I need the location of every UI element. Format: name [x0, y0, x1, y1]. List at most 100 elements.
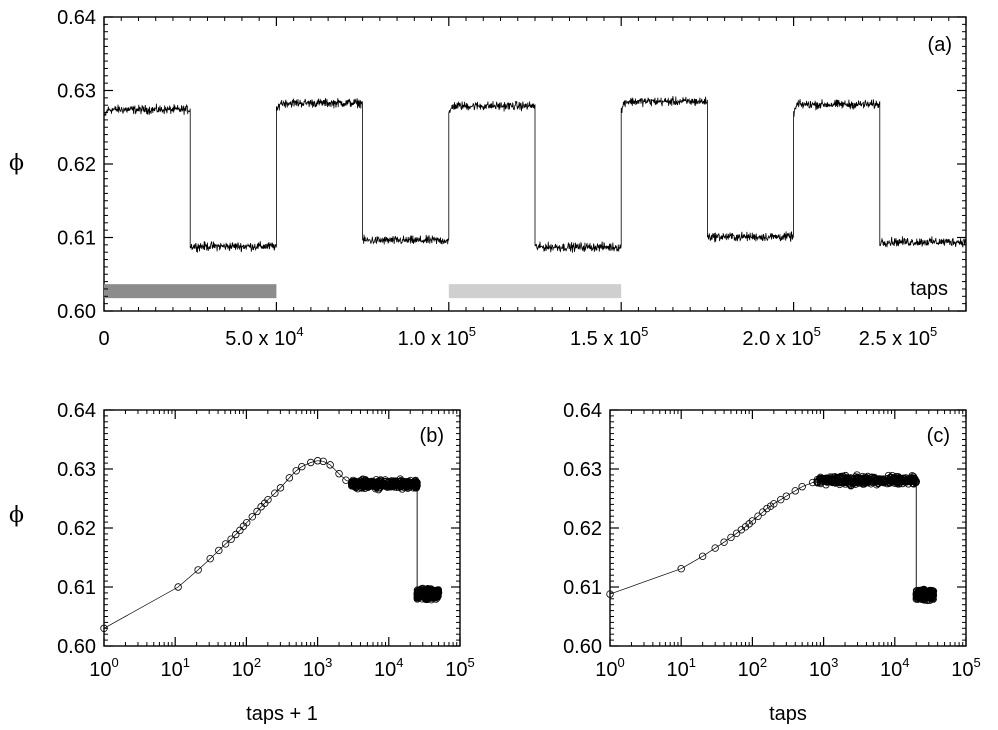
panel-c-2-cluster-high-point — [908, 474, 916, 482]
panel-c-2-data-point — [748, 517, 757, 525]
panel-b-1-xtick-label: 105 — [445, 655, 474, 681]
panel-b-1-cluster-high-point — [371, 480, 379, 488]
panel-b-1-cluster-high-point — [406, 481, 415, 489]
panel-c-2-cluster-low-point — [916, 591, 924, 599]
panel-b-1-ytick-label: 0.63 — [57, 459, 96, 481]
panel-c-2-data-point — [720, 538, 728, 546]
panel-b-1-ytick-label: 0.62 — [57, 518, 96, 540]
panel-c-2-ytick-label: 0.60 — [563, 636, 602, 658]
panel-c-2-data-point — [698, 552, 707, 561]
panel-c-log-plot: 0.60 0.61 0.62 0.63 0.64 100 101 102 103 104 105 (… — [563, 400, 981, 725]
panel-b-xlabel: taps + 1 — [246, 703, 318, 725]
panel-b-1-cluster-high-point — [383, 483, 392, 491]
panel-b-1-cluster-low-point — [432, 592, 441, 601]
panel-b-frame — [103, 409, 461, 647]
panel-c-2-cluster-high-point — [890, 474, 898, 482]
panel-c-2-data-point — [732, 529, 741, 538]
panel-b-1-xtick-label: 104 — [374, 655, 403, 681]
panel-b-1-data-point — [221, 540, 230, 548]
panel-c-ticks: 0.60 0.61 0.62 0.63 0.64 100 101 102 103 104 105 — [563, 400, 981, 681]
panel-a-annotation-taps: taps — [910, 278, 948, 300]
panel-b-1-cluster-low-point — [423, 586, 432, 595]
panel-b-1-xtick-label: 103 — [303, 655, 332, 681]
panel-b-1-cluster-high-point — [399, 477, 407, 486]
panel-a-xtick-label: 1.0 x 105 — [398, 324, 476, 350]
panel-a-xtick-label: 0 — [98, 328, 109, 350]
panel-c-2-cluster-high-point — [841, 478, 849, 486]
panel-b-1-cluster-low-point — [417, 591, 426, 600]
panel-b-1-data-point — [264, 495, 272, 504]
panel-c-2-cluster-high-point — [882, 478, 890, 486]
panel-b-1-data-point — [248, 513, 256, 521]
panel-b-1-data-point — [292, 467, 300, 475]
panel-c-2-cluster-high-point — [859, 475, 868, 484]
panel-c-2-cluster-high-point — [861, 473, 869, 482]
panel-b-1-data-point — [271, 489, 279, 497]
panel-a-tag: (a) — [928, 34, 952, 56]
panel-c-2-cluster-high-point — [853, 471, 861, 479]
panel-a-xtick-label: 2.0 x 105 — [742, 324, 820, 350]
panel-a-0-ytick-label: 0.61 — [57, 228, 96, 250]
panel-b-1-cluster-high-point — [349, 478, 357, 486]
panel-a-highlight-bar-1 — [104, 284, 277, 299]
panel-c-2-data-point — [770, 500, 778, 508]
panel-b-1-xtick-label: 101 — [160, 655, 189, 681]
panel-b-1-ytick-label: 0.60 — [57, 636, 96, 658]
panel-a-signal — [103, 95, 967, 253]
panel-c-2-ytick-label: 0.63 — [563, 459, 602, 481]
panel-b-1-cluster-high-point — [351, 479, 359, 488]
panel-c-2-cluster-high-point — [897, 475, 906, 483]
panel-c-2-cluster-low-point — [916, 592, 925, 600]
panel-a-xtick-label: 1.5 x 105 — [570, 324, 648, 350]
panel-c-2-cluster-high-point — [887, 478, 896, 486]
panel-c-2-xtick-label: 105 — [951, 655, 980, 681]
panel-c-2-cluster-high-point — [879, 477, 887, 485]
panel-b-1-cluster-high-point — [375, 481, 383, 489]
panel-b-1-ytick-label: 0.61 — [57, 577, 96, 599]
panel-b-1-data-point — [326, 461, 334, 469]
panel-c-2-xtick-label: 102 — [738, 655, 767, 681]
panel-a-highlight-bar-2 — [448, 284, 622, 299]
panel-c-2-ytick-label: 0.62 — [563, 518, 602, 540]
panel-c-2-cluster-high-point — [891, 475, 900, 484]
panel-b-1-data-point — [298, 462, 306, 471]
panel-c-2-data-line — [609, 477, 917, 595]
panel-b-1-cluster-high-point — [388, 478, 396, 487]
panel-c-2-cluster-high-point — [900, 474, 908, 483]
panel-c-2-data-point — [777, 495, 785, 504]
panel-b-1-data-point — [174, 583, 182, 591]
panel-a-time-series: 0.60 0.61 0.62 0.63 0.64 0 5.0 x 104 1.0 x 105 1… — [9, 7, 967, 350]
panel-b-ylabel: ϕ — [9, 503, 24, 528]
panel-b-1-data-point — [243, 518, 251, 527]
panel-b-ticks: 0.60 0.61 0.62 0.63 0.64 100 101 102 103 104 105 — [57, 400, 475, 681]
panel-b-1-cluster-high-point — [359, 479, 367, 487]
panel-b-1-cluster-high-point — [392, 479, 400, 488]
panel-b-1-cluster-low-point — [434, 588, 442, 596]
panel-c-2-xtick-label: 104 — [880, 655, 909, 681]
panel-c-2-cluster-low-point — [917, 593, 926, 601]
panel-c-2-ytick-label: 0.61 — [563, 577, 602, 599]
panel-b-1-data-point — [194, 566, 202, 574]
panel-c-xlabel: taps — [769, 703, 807, 725]
panel-c-2-cluster-low-point — [927, 593, 935, 602]
panel-c-tag: (c) — [927, 425, 950, 447]
panel-b-1-cluster-high-point — [375, 477, 384, 486]
panel-a-highlight-bars — [104, 284, 622, 299]
panel-a-xtick-label: 2.5 x 105 — [859, 324, 937, 350]
panel-b-1-data-point — [276, 484, 285, 492]
panel-a-0-ytick-label: 0.63 — [57, 81, 96, 103]
panel-c-2-data-point — [711, 544, 719, 552]
panel-c-2-cluster-low-point — [920, 586, 929, 594]
panel-c-2-cluster-high-point — [885, 479, 894, 487]
panel-b-1-data-point — [313, 457, 322, 465]
panel-b-1-xtick-label: 100 — [89, 655, 118, 681]
panel-b-1-cluster-low-point — [434, 589, 443, 597]
panel-a-0-ytick-label: 0.62 — [57, 154, 96, 176]
panel-c-2-cluster-high-point — [869, 477, 877, 485]
panel-a-0-ytick-label: 0.60 — [57, 301, 96, 323]
panel-c-2-cluster-high-point — [899, 477, 908, 485]
panel-b-1-data-point — [307, 458, 315, 467]
panel-c-2-cluster-high-point — [822, 474, 830, 482]
panel-a-ticks: 0.60 0.61 0.62 0.63 0.64 0 5.0 x 104 1.0 x 105 1… — [57, 7, 967, 350]
